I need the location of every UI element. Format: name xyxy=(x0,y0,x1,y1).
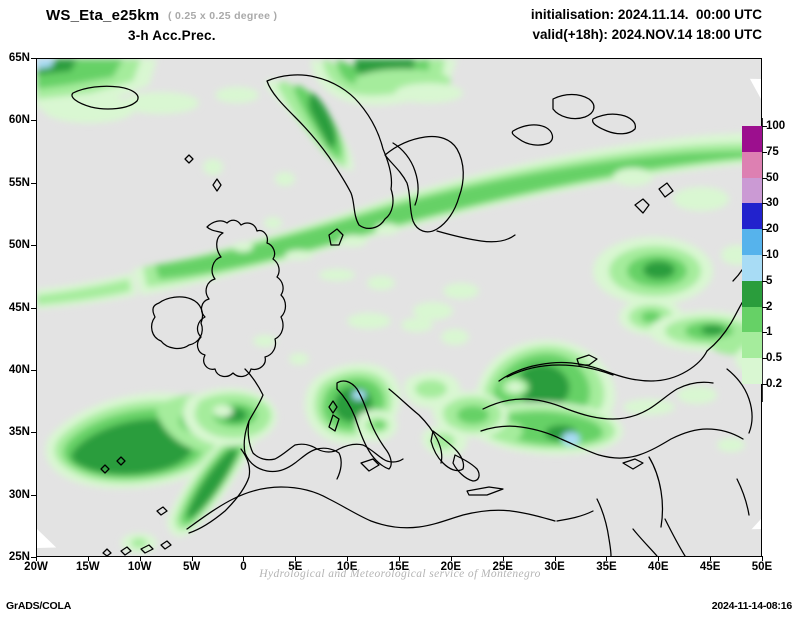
y-axis-tick-label: 40N xyxy=(8,363,30,376)
colorbar-tickmark xyxy=(762,255,767,256)
valid-time: valid(+18h): 2024.NOV.14 18:00 UTC xyxy=(532,27,763,42)
colorbar-tickmark xyxy=(762,177,767,179)
y-tickmark xyxy=(31,494,36,496)
colorbar-tickmark xyxy=(762,384,767,385)
x-tickmark xyxy=(399,556,400,561)
colorbar-tick-label: 30 xyxy=(766,197,779,210)
y-axis-tick-label: 45N xyxy=(8,301,30,314)
x-axis-tick-label: 10E xyxy=(336,561,358,573)
precipitation-map xyxy=(37,59,761,556)
x-tickmark xyxy=(295,556,297,561)
x-axis-tick-label: 30E xyxy=(544,561,565,573)
colorbar-tickmark xyxy=(762,229,767,231)
x-axis-tick-label: 20W xyxy=(24,561,48,573)
x-tickmark xyxy=(554,556,556,561)
colorbar-tickmark xyxy=(762,332,767,334)
x-tickmark xyxy=(87,556,89,561)
model-name: WS_Eta_e25km xyxy=(46,7,160,24)
x-axis-tick-label: 10W xyxy=(127,561,152,573)
colorbar-tickmark xyxy=(762,280,767,282)
x-tickmark xyxy=(658,556,660,561)
x-axis-tick-label: 50E xyxy=(751,561,773,573)
x-axis-tick-label: 15E xyxy=(388,561,410,573)
initialisation-time: initialisation: 2024.11.14. 00:00 UTC xyxy=(530,7,762,22)
y-tickmark xyxy=(31,182,36,184)
colorbar-tickmark xyxy=(762,358,767,360)
colorbar-swatch xyxy=(742,151,762,178)
colorbar-swatch xyxy=(742,358,762,384)
field-name: 3-h Acc.Prec. xyxy=(128,28,216,43)
x-axis-tick-label: 40E xyxy=(648,561,669,573)
colorbar-tick-label: 50 xyxy=(766,171,779,184)
colorbar-swatch xyxy=(742,280,762,307)
colorbar-swatch xyxy=(742,332,762,359)
colorbar-tickmark xyxy=(762,306,767,308)
x-tickmark xyxy=(36,556,37,561)
colorbar-tickmark xyxy=(762,203,767,205)
colorbar-swatch xyxy=(742,177,762,204)
colorbar-tick-label: 10 xyxy=(766,249,779,261)
colorbar-tick-label: 0.5 xyxy=(766,352,782,365)
x-axis-tick-label: 20E xyxy=(440,561,462,573)
colorbar-swatch xyxy=(742,229,762,255)
colorbar-swatch xyxy=(742,306,762,333)
y-axis-tick-label: 50N xyxy=(8,239,30,252)
y-tickmark xyxy=(31,369,36,371)
chart-header: WS_Eta_e25km ( 0.25 x 0.25 degree ) 3-h … xyxy=(0,0,800,52)
x-tickmark xyxy=(347,556,349,561)
provider-credit: Hydrological and Meteorological service … xyxy=(259,568,541,580)
y-axis-tick-label: 30N xyxy=(8,488,30,501)
model-resolution: ( 0.25 x 0.25 degree ) xyxy=(168,10,278,22)
x-axis-tick-label: 25E xyxy=(492,561,513,573)
x-tickmark xyxy=(139,556,141,561)
y-axis-tick-label: 55N xyxy=(8,176,30,189)
y-axis-tick-label: 35N xyxy=(8,426,30,439)
x-tickmark xyxy=(502,556,504,561)
y-axis-tick-label: 65N xyxy=(8,52,30,64)
y-tickmark xyxy=(31,245,36,247)
colorbar-tick-label: 100 xyxy=(766,120,786,132)
y-tickmark xyxy=(31,307,36,309)
x-tickmark xyxy=(243,556,245,561)
y-tickmark xyxy=(31,557,36,558)
colorbar-tickmark xyxy=(762,151,767,153)
x-tickmark xyxy=(606,556,608,561)
colorbar-swatch xyxy=(742,126,762,152)
colorbar-swatch xyxy=(742,203,762,230)
x-axis-tick-label: 15W xyxy=(76,561,100,573)
colorbar-tick-label: 20 xyxy=(766,223,779,236)
x-axis-tick-label: 5W xyxy=(182,561,201,573)
x-axis-tick-label: 0 xyxy=(240,561,247,573)
colorbar-legend: 0.2 0.5 1 2 5 10 20 30 50 75 100 xyxy=(742,120,785,390)
colorbar-tickmark xyxy=(762,126,767,127)
colorbar-tick-label: 75 xyxy=(766,145,779,158)
y-tickmark xyxy=(31,120,36,122)
y-axis-tick-label: 25N xyxy=(8,551,30,563)
colorbar-tick-label: 1 xyxy=(766,326,773,339)
x-axis-tick-label: 5E xyxy=(288,561,303,573)
colorbar-tick-label: 5 xyxy=(766,274,773,287)
x-tickmark xyxy=(762,556,763,561)
x-tickmark xyxy=(191,556,193,561)
x-tickmark xyxy=(450,556,452,561)
render-timestamp: 2024-11-14-08:16 xyxy=(711,600,792,612)
software-credit: GrADS/COLA xyxy=(6,600,72,612)
x-axis-tick-label: 35E xyxy=(596,561,617,573)
precipitation-contours xyxy=(37,59,761,553)
y-tickmark xyxy=(31,432,36,434)
colorbar-tick-label: 0.2 xyxy=(766,378,782,390)
coastlines xyxy=(71,74,753,556)
colorbar-swatch xyxy=(742,254,762,281)
colorbar-tick-label: 2 xyxy=(766,300,773,313)
colorbar-axis-line xyxy=(762,118,763,402)
map-plot-area xyxy=(36,58,762,557)
x-tickmark xyxy=(710,556,712,561)
y-tickmark xyxy=(31,58,36,59)
y-axis-tick-label: 60N xyxy=(8,114,30,127)
x-axis-tick-label: 45E xyxy=(699,561,721,573)
